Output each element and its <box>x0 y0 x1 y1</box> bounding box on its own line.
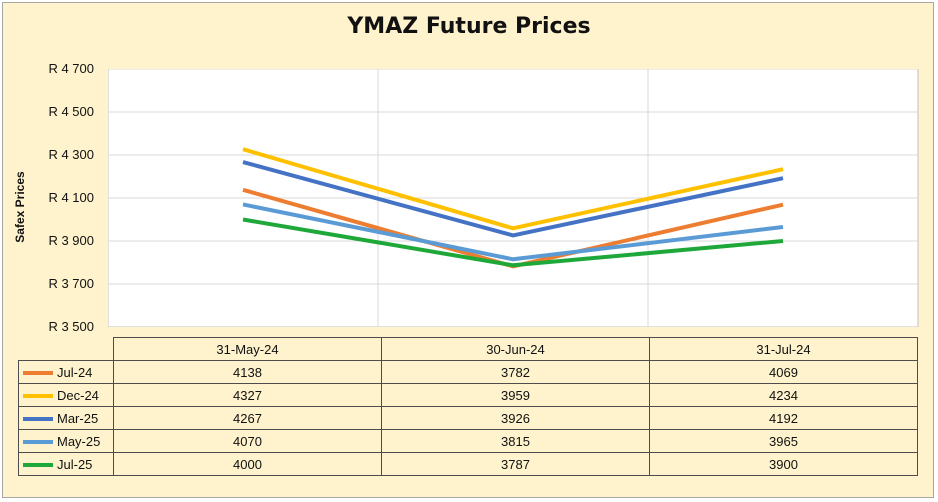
series-line <box>242 202 784 262</box>
data-label: 4138 <box>113 360 382 384</box>
data-label: 4192 <box>649 406 918 430</box>
data-label: 3926 <box>381 406 650 430</box>
chart-title: YMAZ Future Prices <box>347 14 591 39</box>
data-label: 4327 <box>113 383 382 407</box>
data-table-header: 31-May-24 30-Jun-24 31-Jul-24 <box>19 337 918 361</box>
legend-entry: Mar-25 <box>18 406 114 430</box>
legend-entry: Jul-25 <box>18 452 114 476</box>
y-tick-label: R 3 900 <box>48 233 94 248</box>
legend-swatch <box>23 416 53 421</box>
legend-label: Dec-24 <box>57 388 99 404</box>
data-label: 3959 <box>381 383 650 407</box>
data-label: 3787 <box>381 452 650 476</box>
plot-area <box>108 69 919 327</box>
legend-label: Jul-25 <box>57 457 93 473</box>
x-tick-label: 31-Jul-24 <box>649 337 918 361</box>
data-table-row: Jul-25 4000 3787 3900 <box>18 452 918 476</box>
data-label: 4000 <box>113 452 382 476</box>
legend-swatch <box>23 439 53 444</box>
data-label: 4267 <box>113 406 382 430</box>
legend-entry: May-25 <box>18 429 114 453</box>
data-table-row: Jul-24 4138 3782 4069 <box>18 360 918 384</box>
x-tick-label: 31-May-24 <box>113 337 382 361</box>
legend-label: May-25 <box>57 434 101 450</box>
y-tick-label: R 4 700 <box>48 61 94 76</box>
data-table-row: May-25 4070 3815 3965 <box>18 429 918 453</box>
legend-swatch <box>23 462 53 467</box>
data-label: 4069 <box>649 360 918 384</box>
data-table-corner <box>19 338 114 361</box>
series-line <box>242 217 784 268</box>
y-tick-label: R 4 100 <box>48 190 94 205</box>
legend-label: Jul-24 <box>57 365 93 381</box>
data-label: 4234 <box>649 383 918 407</box>
y-tick-label: R 4 300 <box>48 147 94 162</box>
data-label: 4070 <box>113 429 382 453</box>
legend-swatch <box>23 370 53 375</box>
series-lines <box>242 147 784 269</box>
legend-label: Mar-25 <box>57 411 99 427</box>
data-table-row: Mar-25 4267 3926 4192 <box>18 406 918 430</box>
data-table-row: Dec-24 4327 3959 4234 <box>18 383 918 407</box>
y-tick-label: R 3 500 <box>48 319 94 334</box>
series-line <box>242 160 784 238</box>
y-tick-label: R 4 500 <box>48 104 94 119</box>
legend-entry: Jul-24 <box>18 360 114 384</box>
data-label: 3782 <box>381 360 650 384</box>
data-label: 3965 <box>649 429 918 453</box>
legend-swatch <box>23 393 53 398</box>
data-label: 3900 <box>649 452 918 476</box>
series-line <box>242 147 784 231</box>
legend-entry: Dec-24 <box>18 383 114 407</box>
data-table: 31-May-24 30-Jun-24 31-Jul-24 Jul-24 4138 37… <box>18 337 918 476</box>
y-axis-label: Safex Prices <box>13 171 27 243</box>
y-tick-label: R 3 700 <box>48 276 94 291</box>
data-label: 3815 <box>381 429 650 453</box>
x-tick-label: 30-Jun-24 <box>381 337 650 361</box>
